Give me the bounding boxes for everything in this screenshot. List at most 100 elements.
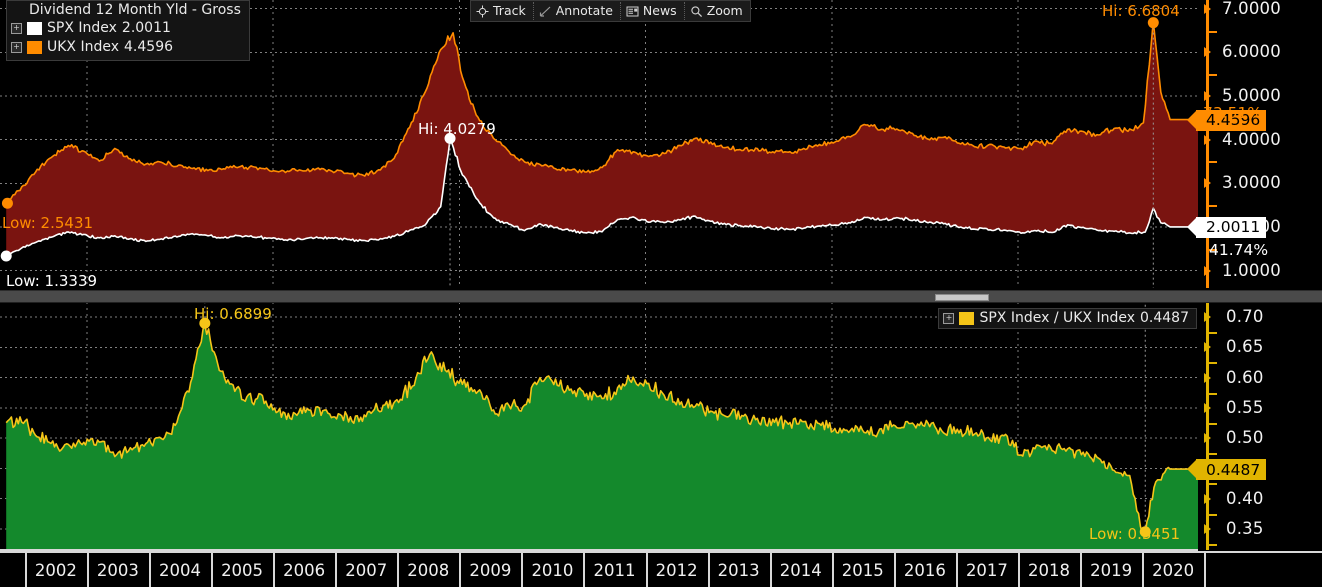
x-axis-separator — [211, 553, 214, 587]
annotation-ratio-low: Low: 0.3451 — [1089, 525, 1181, 543]
x-axis-tick-2002[interactable]: 2002 — [34, 560, 77, 580]
legend-swatch-ratio — [959, 311, 975, 325]
x-axis-tick-2004[interactable]: 2004 — [159, 560, 201, 580]
x-axis-tick-2003[interactable]: 2003 — [96, 560, 139, 580]
legend-value-spx: 2.0011 — [121, 20, 171, 36]
x-axis-tick-2007[interactable]: 2007 — [345, 560, 388, 580]
x-axis-tick-2014[interactable]: 2014 — [779, 560, 822, 580]
y-tick-arrow — [1204, 523, 1211, 534]
x-axis-separator — [24, 553, 27, 587]
x-axis-separator — [335, 553, 338, 587]
toolbar-track-label: Track — [493, 2, 526, 18]
track-crosshair-icon — [476, 5, 489, 18]
x-axis-tick-2013[interactable]: 2013 — [717, 560, 760, 580]
expand-plus-icon[interactable]: + — [943, 312, 955, 324]
chart-toolbar[interactable]: Track Annotate News — [470, 0, 751, 22]
x-axis-tick-2012[interactable]: 2012 — [655, 560, 698, 580]
toolbar-track-button[interactable]: Track — [471, 2, 534, 20]
legend-row-spx[interactable]: + SPX Index 2.0011 — [11, 19, 241, 38]
toolbar-zoom-label: Zoom — [706, 2, 743, 18]
y-axis-bottom[interactable]: 0.350.400.450.500.550.600.650.70 — [1198, 302, 1322, 550]
x-axis-tick-2019[interactable]: 2019 — [1090, 560, 1133, 580]
x-axis[interactable]: 2002 2003 2004 2005 2006 2007 2008 2009 2010 2011… — [0, 551, 1322, 587]
legend-value-ukx: 4.4596 — [124, 39, 174, 55]
x-axis-separator — [707, 553, 710, 587]
y-minor-tick — [1209, 362, 1217, 365]
ratio-plot — [0, 302, 1198, 550]
x-axis-tick-2010[interactable]: 2010 — [531, 560, 574, 580]
toolbar-zoom-button[interactable]: Zoom — [685, 2, 750, 20]
callout-spx-pct: 41.74% — [1209, 241, 1269, 259]
expand-plus-icon[interactable]: + — [11, 23, 22, 34]
x-axis-tick-2009[interactable]: 2009 — [469, 560, 512, 580]
y-tick-label: 0.50 — [1226, 428, 1264, 448]
y-tick-arrow — [1204, 312, 1211, 323]
ratio-chart-panel[interactable] — [0, 302, 1198, 550]
y-tick-label: 7.0000 — [1222, 0, 1281, 18]
y-axis-bottom-line — [1206, 302, 1209, 550]
x-axis-separator — [273, 553, 276, 587]
legend-row-ukx[interactable]: + UKX Index 4.4596 — [11, 38, 241, 57]
y-minor-tick — [1209, 248, 1217, 251]
chart-title: Dividend 12 Month Yld - Gross — [29, 2, 241, 18]
x-axis-tick-2011[interactable]: 2011 — [593, 560, 636, 580]
y-minor-tick — [1209, 74, 1217, 77]
value-badge-spx: 2.0011 — [1186, 216, 1267, 238]
x-axis-separator — [521, 553, 524, 587]
y-axis-top[interactable]: 1.00002.00003.00004.00005.00006.00007.00… — [1198, 0, 1322, 288]
legend-label-spx: SPX Index — [47, 20, 117, 36]
x-axis-separator — [1204, 553, 1207, 587]
y-minor-tick — [1209, 392, 1217, 395]
x-axis-tick-2017[interactable]: 2017 — [965, 560, 1008, 580]
y-tick-label: 3.0000 — [1222, 173, 1281, 193]
y-tick-label: 0.35 — [1226, 518, 1264, 538]
x-axis-tick-2006[interactable]: 2006 — [283, 560, 326, 580]
dividend-yield-chart-panel[interactable] — [0, 0, 1198, 288]
annotation-ukx-high: Hi: 6.6804 — [1102, 2, 1180, 20]
chart-legend-top[interactable]: Dividend 12 Month Yld - Gross + SPX Inde… — [6, 0, 250, 61]
chart-legend-bottom[interactable]: + SPX Index / UKX Index 0.4487 — [938, 308, 1197, 329]
zoom-magnifier-icon — [690, 5, 703, 18]
expand-plus-icon[interactable]: + — [11, 42, 22, 53]
x-axis-separator — [769, 553, 772, 587]
x-axis-separator — [148, 553, 151, 587]
y-minor-tick — [1209, 30, 1217, 33]
x-axis-tick-2005[interactable]: 2005 — [221, 560, 264, 580]
y-tick-label: 0.60 — [1226, 367, 1264, 387]
x-axis-tick-2020[interactable]: 2020 — [1152, 560, 1195, 580]
y-tick-arrow — [1204, 342, 1211, 353]
y-tick-arrow — [1204, 402, 1211, 413]
y-minor-tick — [1209, 422, 1217, 425]
annotation-ukx-low: Low: 2.5431 — [2, 214, 94, 232]
y-tick-label: 0.70 — [1226, 307, 1264, 327]
toolbar-annotate-button[interactable]: Annotate — [534, 2, 621, 20]
x-axis-tick-2018[interactable]: 2018 — [1028, 560, 1071, 580]
x-axis-separator — [1142, 553, 1145, 587]
news-lines-icon — [626, 5, 639, 18]
x-axis-separator — [86, 553, 89, 587]
value-badge-ukx: 4.4596 — [1186, 109, 1267, 131]
annotate-pencil-icon — [539, 5, 552, 18]
y-tick-arrow — [1204, 178, 1211, 189]
toolbar-news-button[interactable]: News — [621, 2, 685, 20]
y-tick-label: 6.0000 — [1222, 42, 1281, 62]
x-axis-separator — [583, 553, 586, 587]
toolbar-annotate-label: Annotate — [555, 2, 613, 18]
legend-label-ratio: SPX Index / UKX Index — [979, 310, 1135, 326]
x-axis-tick-2008[interactable]: 2008 — [407, 560, 450, 580]
y-minor-tick — [1209, 453, 1217, 456]
panel-splitter[interactable] — [0, 290, 1322, 303]
x-axis-separator — [459, 553, 462, 587]
x-axis-tick-2015[interactable]: 2015 — [841, 560, 884, 580]
splitter-handle[interactable] — [935, 294, 989, 301]
x-axis-separator — [645, 553, 648, 587]
annotation-ratio-high: Hi: 0.6899 — [194, 305, 272, 323]
y-tick-arrow — [1204, 433, 1211, 444]
legend-label-ukx: UKX Index — [47, 39, 120, 55]
value-badge-ratio: 0.4487 — [1186, 459, 1267, 481]
legend-swatch-ukx — [27, 41, 42, 54]
y-minor-tick — [1209, 332, 1217, 335]
y-tick-arrow — [1204, 91, 1211, 101]
x-axis-tick-2016[interactable]: 2016 — [903, 560, 946, 580]
legend-swatch-spx — [27, 22, 42, 35]
